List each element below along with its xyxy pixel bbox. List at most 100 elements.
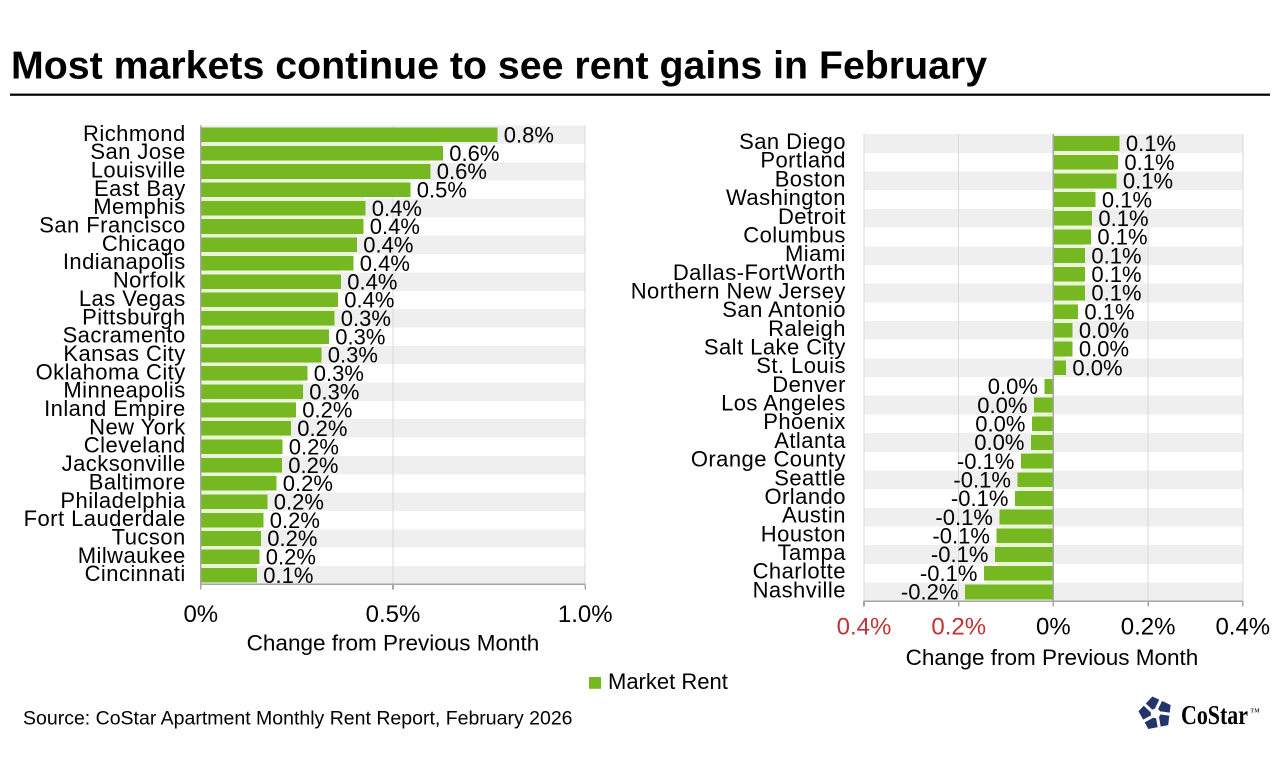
svg-text:Inland Empire: Inland Empire xyxy=(44,396,186,421)
svg-text:0.3%: 0.3% xyxy=(309,379,359,404)
svg-text:Nashville: Nashville xyxy=(753,577,846,602)
svg-text:-0.1%: -0.1% xyxy=(951,486,1008,511)
svg-text:-0.1%: -0.1% xyxy=(932,524,989,549)
svg-text:0.1%: 0.1% xyxy=(1123,169,1173,194)
svg-text:Las Vegas: Las Vegas xyxy=(79,286,186,311)
svg-text:Atlanta: Atlanta xyxy=(774,428,846,453)
svg-text:Northern New Jersey: Northern New Jersey xyxy=(631,278,846,303)
svg-text:-0.1%: -0.1% xyxy=(920,561,977,586)
svg-text:Salt Lake City: Salt Lake City xyxy=(704,335,846,360)
svg-text:Source: CoStar Apartment Month: Source: CoStar Apartment Monthly Rent Re… xyxy=(23,708,573,730)
svg-text:-0.1%: -0.1% xyxy=(957,449,1014,474)
svg-text:San Diego: San Diego xyxy=(739,129,846,154)
svg-text:0.0%: 0.0% xyxy=(975,411,1025,436)
svg-text:Miami: Miami xyxy=(785,241,846,266)
svg-text:0.3%: 0.3% xyxy=(341,306,391,331)
svg-text:Change from Previous Month: Change from Previous Month xyxy=(906,645,1199,670)
svg-text:1.0%: 1.0% xyxy=(558,601,613,628)
svg-text:Louisville: Louisville xyxy=(91,157,186,182)
svg-text:0.4%: 0.4% xyxy=(837,614,892,641)
svg-text:0.1%: 0.1% xyxy=(1091,262,1141,287)
svg-text:0.0%: 0.0% xyxy=(988,374,1038,399)
svg-text:St. Louis: St. Louis xyxy=(756,353,846,378)
svg-text:0.4%: 0.4% xyxy=(370,214,420,239)
svg-text:0.0%: 0.0% xyxy=(974,430,1024,455)
svg-text:0.4%: 0.4% xyxy=(360,251,410,276)
svg-text:Phoenix: Phoenix xyxy=(763,409,846,434)
svg-text:Columbus: Columbus xyxy=(743,222,846,247)
svg-text:Tampa: Tampa xyxy=(778,540,847,565)
svg-text:Sacramento: Sacramento xyxy=(63,323,186,348)
svg-text:Cincinnati: Cincinnati xyxy=(85,561,186,586)
svg-text:0.3%: 0.3% xyxy=(335,324,385,349)
svg-text:0.1%: 0.1% xyxy=(1126,131,1176,156)
svg-text:Portland: Portland xyxy=(760,148,846,173)
svg-text:Milwaukee: Milwaukee xyxy=(78,543,186,568)
svg-text:Austin: Austin xyxy=(782,503,846,528)
svg-text:0.6%: 0.6% xyxy=(437,159,487,184)
svg-text:0.2%: 0.2% xyxy=(289,434,339,459)
svg-text:Oklahoma City: Oklahoma City xyxy=(36,359,186,384)
svg-text:0.8%: 0.8% xyxy=(504,122,554,147)
svg-text:Charlotte: Charlotte xyxy=(753,559,846,584)
svg-text:0.2%: 0.2% xyxy=(297,416,347,441)
svg-text:0.6%: 0.6% xyxy=(449,141,499,166)
svg-text:Los Angeles: Los Angeles xyxy=(721,391,846,416)
svg-text:Chicago: Chicago xyxy=(102,231,186,256)
svg-text:0.2%: 0.2% xyxy=(1121,614,1176,641)
svg-text:Washington: Washington xyxy=(726,185,846,210)
svg-text:Dallas-FortWorth: Dallas-FortWorth xyxy=(673,260,846,285)
svg-text:Detroit: Detroit xyxy=(778,204,846,229)
svg-text:0.1%: 0.1% xyxy=(1102,187,1152,212)
svg-text:0.1%: 0.1% xyxy=(1084,299,1134,324)
svg-text:0.2%: 0.2% xyxy=(270,508,320,533)
svg-text:0.1%: 0.1% xyxy=(1124,150,1174,175)
svg-text:-0.1%: -0.1% xyxy=(953,467,1010,492)
svg-text:New York: New York xyxy=(89,414,186,439)
svg-text:0.0%: 0.0% xyxy=(1072,355,1122,380)
svg-text:Philadelphia: Philadelphia xyxy=(60,488,186,513)
svg-text:Memphis: Memphis xyxy=(93,194,185,219)
svg-text:East Bay: East Bay xyxy=(94,176,186,201)
svg-text:Kansas City: Kansas City xyxy=(63,341,185,366)
svg-text:Orlando: Orlando xyxy=(764,484,845,509)
svg-text:Boston: Boston xyxy=(775,166,846,191)
svg-text:0.2%: 0.2% xyxy=(288,453,338,478)
svg-text:Houston: Houston xyxy=(761,521,846,546)
svg-text:0.2%: 0.2% xyxy=(283,471,333,496)
svg-text:Indianapolis: Indianapolis xyxy=(63,249,186,274)
svg-text:CoStar: CoStar xyxy=(1181,699,1248,730)
svg-text:San Jose: San Jose xyxy=(90,139,185,164)
svg-text:0.5%: 0.5% xyxy=(417,178,467,203)
svg-text:0.1%: 0.1% xyxy=(1091,281,1141,306)
svg-text:Orange County: Orange County xyxy=(691,447,846,472)
svg-text:Richmond: Richmond xyxy=(83,121,186,146)
svg-text:Seattle: Seattle xyxy=(774,465,846,490)
svg-text:0.2%: 0.2% xyxy=(274,489,324,514)
svg-text:0.4%: 0.4% xyxy=(344,288,394,313)
svg-text:Jacksonville: Jacksonville xyxy=(62,451,186,476)
svg-text:-0.2%: -0.2% xyxy=(901,580,958,605)
svg-text:0.2%: 0.2% xyxy=(267,526,317,551)
svg-text:San Francisco: San Francisco xyxy=(39,213,185,238)
svg-text:Minneapolis: Minneapolis xyxy=(63,378,185,403)
svg-text:Change from Previous Month: Change from Previous Month xyxy=(247,631,540,656)
svg-text:Market Rent: Market Rent xyxy=(608,669,728,694)
svg-text:Most markets continue to see r: Most markets continue to see rent gains … xyxy=(11,44,987,88)
svg-text:San Antonio: San Antonio xyxy=(722,297,846,322)
svg-text:0.4%: 0.4% xyxy=(372,196,422,221)
svg-text:™: ™ xyxy=(1250,707,1260,718)
svg-text:0%: 0% xyxy=(1036,614,1071,641)
svg-text:Baltimore: Baltimore xyxy=(89,469,186,494)
svg-text:0.4%: 0.4% xyxy=(363,233,413,258)
svg-text:-0.1%: -0.1% xyxy=(935,505,992,530)
svg-text:0.1%: 0.1% xyxy=(1091,243,1141,268)
svg-text:Denver: Denver xyxy=(772,372,846,397)
svg-text:0.2%: 0.2% xyxy=(931,614,986,641)
svg-text:0.1%: 0.1% xyxy=(1097,225,1147,250)
svg-text:0.4%: 0.4% xyxy=(1215,614,1270,641)
svg-text:0.0%: 0.0% xyxy=(1079,337,1129,362)
svg-text:Fort Lauderdale: Fort Lauderdale xyxy=(24,506,186,531)
svg-text:0.1%: 0.1% xyxy=(1098,206,1148,231)
svg-text:Norfolk: Norfolk xyxy=(113,268,186,293)
